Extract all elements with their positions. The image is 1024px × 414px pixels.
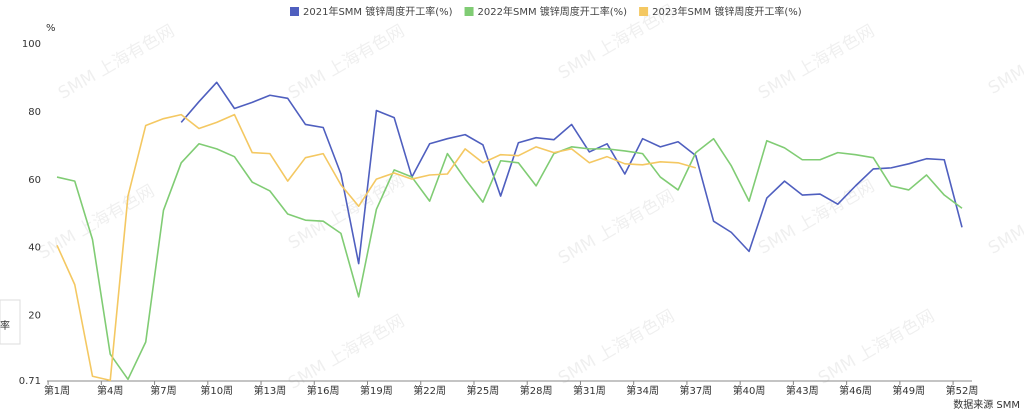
y-tick-label: 80: [28, 107, 41, 118]
legend-label: 2023年SMM 镀锌周度开工率(%): [652, 5, 802, 18]
side-label: 率: [0, 319, 10, 332]
x-tick-label: 第22周: [413, 384, 446, 397]
x-tick-label: 第4周: [97, 384, 123, 397]
source-note: 数据来源 SMM: [953, 398, 1020, 411]
x-tick-label: 第46周: [839, 384, 872, 397]
y-tick-label: 20: [28, 311, 41, 322]
y-tick-label: 40: [28, 243, 41, 254]
x-tick-label: 第7周: [150, 384, 176, 397]
x-tick-label: 第16周: [307, 384, 340, 397]
x-tick-label: 第28周: [520, 384, 553, 397]
side-panel: [0, 299, 21, 345]
legend: 2021年SMM 镀锌周度开工率(%) 2022年SMM 镀锌周度开工率(%) 20…: [290, 5, 802, 18]
y-tick-label: 0.71: [19, 376, 41, 387]
watermarks: SMM 上海有色网 SMM 上海有色网 SMM 上海有色网 SMM 上海有色网 SMM …: [35, 1, 1024, 394]
x-tick-label: 第52周: [946, 384, 979, 397]
x-tick-label: 第13周: [254, 384, 287, 397]
legend-swatch: [639, 7, 649, 16]
watermark: SMM 上海有色网: [555, 186, 678, 269]
x-tick-label: 第40周: [733, 384, 766, 397]
x-tick-label: 第1周: [44, 384, 70, 397]
series-line: [56, 113, 697, 382]
watermark: SMM 上海有色网: [285, 21, 408, 104]
legend-swatch: [464, 7, 474, 16]
x-tick-label: 第43周: [786, 384, 819, 397]
y-tick-label: 60: [28, 175, 41, 186]
watermark: SMM 上海有色网: [985, 176, 1024, 259]
series-line: [56, 137, 963, 381]
legend-label: 2022年SMM 镀锌周度开工率(%): [478, 5, 628, 18]
legend-swatch: [290, 7, 299, 16]
watermark: SMM 上海有色网: [755, 176, 878, 259]
x-tick-label: 第31周: [573, 384, 606, 397]
watermark: SMM 上海有色网: [285, 171, 408, 254]
watermark: SMM 上海有色网: [555, 306, 678, 389]
watermark: SMM 上海有色网: [55, 21, 178, 104]
y-tick-label: 100: [22, 39, 41, 50]
x-tick-label: 第10周: [200, 384, 233, 397]
x-tick-label: 第34周: [626, 384, 659, 397]
x-tick-label: 第25周: [467, 384, 500, 397]
x-tick-label: 第37周: [679, 384, 712, 397]
legend-label: 2021年SMM 镀锌周度开工率(%): [303, 5, 453, 18]
x-tick-label: 第19周: [360, 384, 393, 397]
y-unit: %: [46, 23, 56, 34]
series-line: [180, 81, 963, 265]
x-tick-label: 第49周: [892, 384, 925, 397]
watermark: SMM 上海有色网: [35, 181, 158, 264]
watermark: SMM 上海有色网: [985, 16, 1024, 99]
watermark: SMM 上海有色网: [815, 306, 938, 389]
watermark: SMM 上海有色网: [755, 21, 878, 104]
